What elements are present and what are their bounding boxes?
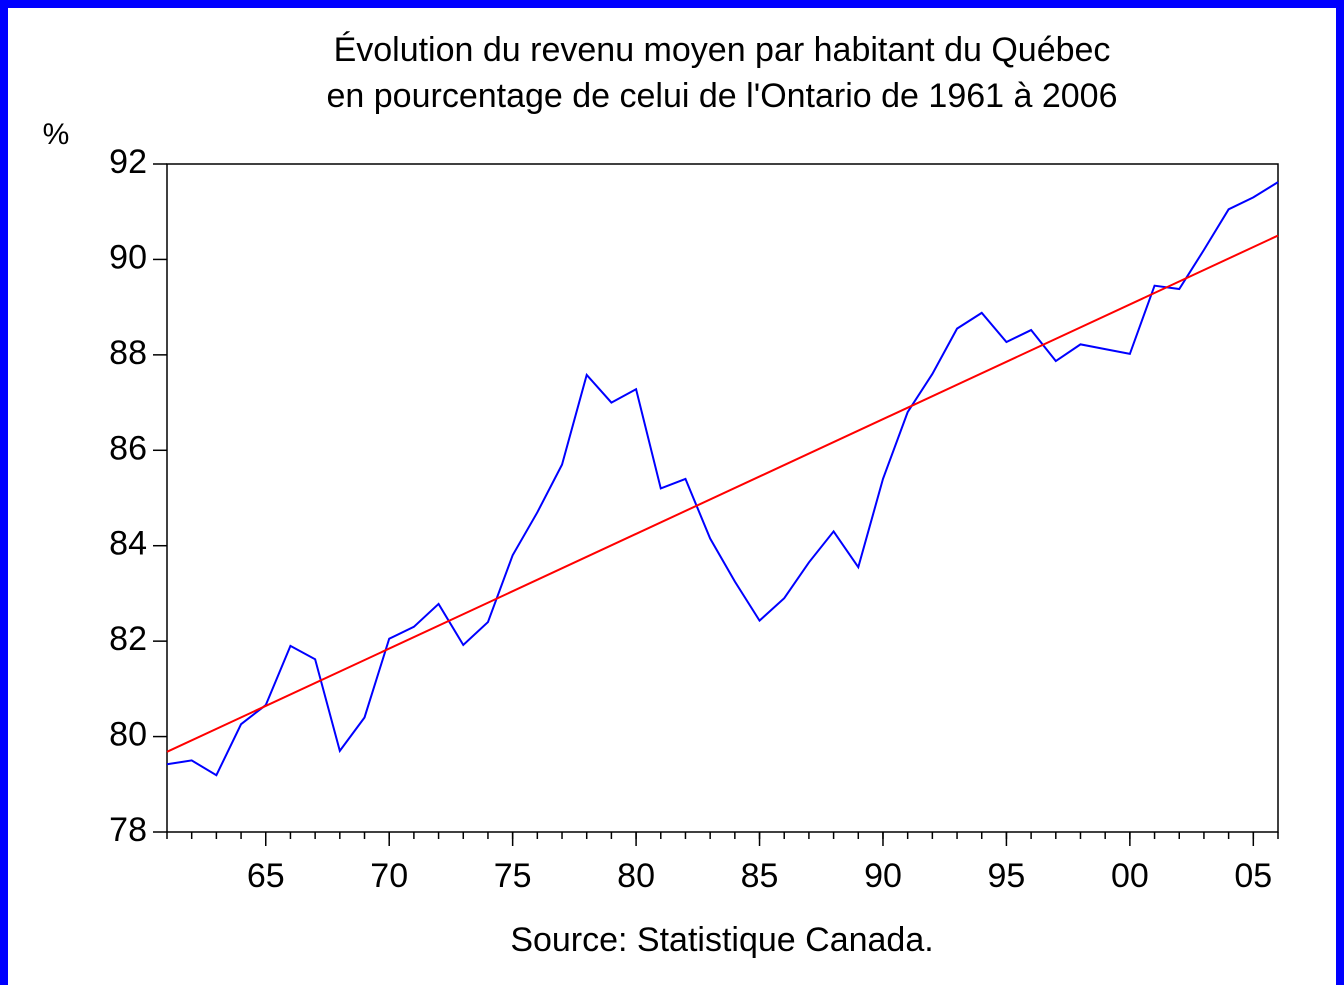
y-tick-label: 84 xyxy=(109,525,147,563)
x-axis-label: Source: Statistique Canada. xyxy=(510,921,933,959)
y-tick-label: 82 xyxy=(109,620,147,658)
y-tick-label: 80 xyxy=(109,716,147,754)
y-tick-label: 78 xyxy=(109,811,147,849)
x-tick-label: 00 xyxy=(1111,857,1149,895)
chart-title: Évolution du revenu moyen par habitant d… xyxy=(334,31,1111,69)
x-tick-label: 80 xyxy=(617,857,655,895)
y-axis-label: % xyxy=(43,118,70,151)
y-tick-label: 92 xyxy=(109,143,147,181)
x-tick-label: 85 xyxy=(741,857,779,895)
line-series xyxy=(166,234,1279,753)
x-tick-label: 65 xyxy=(247,857,285,895)
x-tick-label: 95 xyxy=(988,857,1026,895)
y-tick-label: 88 xyxy=(109,334,147,372)
chart-title: en pourcentage de celui de l'Ontario de … xyxy=(327,77,1118,115)
y-tick-label: 90 xyxy=(109,238,147,276)
x-tick-label: 70 xyxy=(370,857,408,895)
plot-area xyxy=(166,163,1279,833)
x-tick-label: 90 xyxy=(864,857,902,895)
line-series xyxy=(166,181,1279,777)
background xyxy=(8,8,1336,985)
y-tick-label: 86 xyxy=(109,429,147,467)
x-tick-label: 05 xyxy=(1234,857,1272,895)
x-tick-label: 75 xyxy=(494,857,532,895)
